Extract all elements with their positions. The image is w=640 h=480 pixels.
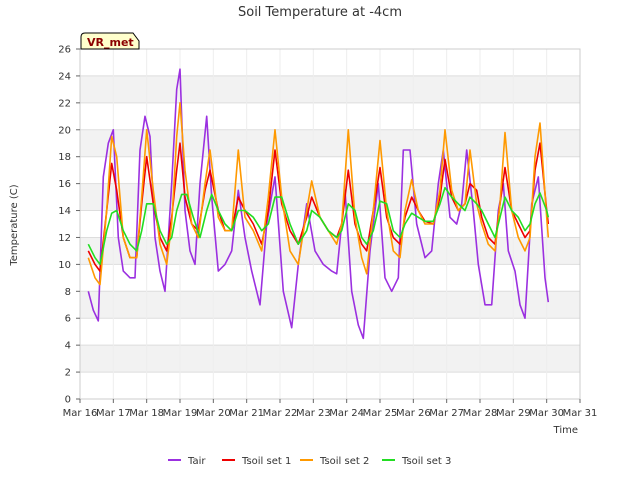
y-tick-label: 2: [65, 368, 71, 379]
x-tick-label: Mar 31: [563, 408, 598, 419]
y-tick-label: 0: [65, 395, 71, 406]
x-tick-label: Mar 21: [229, 408, 264, 419]
x-tick-label: Mar 16: [63, 408, 98, 419]
y-tick-label: 4: [65, 341, 71, 352]
legend-label: Tsoil set 3: [401, 456, 451, 467]
grid-band: [80, 75, 580, 103]
x-tick-label: Mar 19: [163, 408, 198, 419]
legend-label: Tsoil set 2: [319, 456, 369, 467]
y-tick-label: 22: [58, 98, 71, 109]
y-tick-label: 16: [58, 179, 71, 190]
x-tick-label: Mar 17: [96, 408, 131, 419]
badge-label: VR_met: [87, 36, 134, 49]
grid-band: [80, 129, 580, 157]
legend-label: Tair: [187, 456, 206, 467]
x-axis-title: Time: [553, 425, 578, 436]
grid-bands: [80, 75, 580, 373]
series-line-tsoil-set-3: [87, 186, 550, 266]
grid-band: [80, 183, 580, 211]
y-tick-label: 10: [58, 260, 71, 271]
x-tick-label: Mar 24: [329, 408, 364, 419]
y-tick-label: 14: [58, 206, 71, 217]
x-tick-label: Mar 27: [429, 408, 464, 419]
x-tick-label: Mar 26: [396, 408, 431, 419]
y-tick-label: 26: [58, 45, 71, 56]
grid-band: [80, 345, 580, 373]
grid-band: [80, 291, 580, 319]
badge-shape: [80, 32, 140, 50]
x-tick-label: Mar 25: [363, 408, 398, 419]
plot-area: [79, 48, 581, 400]
x-tick-label: Mar 28: [463, 408, 498, 419]
y-tick-label: 12: [58, 233, 71, 244]
x-tick-label: Mar 30: [529, 408, 564, 419]
legend: Tair Tsoil set 1 Tsoil set 2 Tsoil set 3: [168, 456, 451, 467]
y-tick-label: 18: [58, 152, 71, 163]
y-tick-label: 6: [65, 314, 71, 325]
chart-title: Soil Temperature at -4cm: [238, 5, 402, 20]
x-tick-label: Mar 20: [196, 408, 231, 419]
legend-label: Tsoil set 1: [241, 456, 291, 467]
x-tick-label: Mar 18: [129, 408, 164, 419]
x-tick-label: Mar 23: [296, 408, 331, 419]
x-tick-label: Mar 22: [263, 408, 298, 419]
y-tick-label: 24: [58, 71, 71, 82]
station-badge: VR_met: [80, 32, 140, 50]
y-tick-label: 20: [58, 125, 71, 136]
y-axis-title: Temperature (C): [9, 184, 20, 266]
y-tick-label: 8: [65, 287, 71, 298]
series-lines: [87, 68, 550, 340]
x-tick-label: Mar 29: [496, 408, 531, 419]
